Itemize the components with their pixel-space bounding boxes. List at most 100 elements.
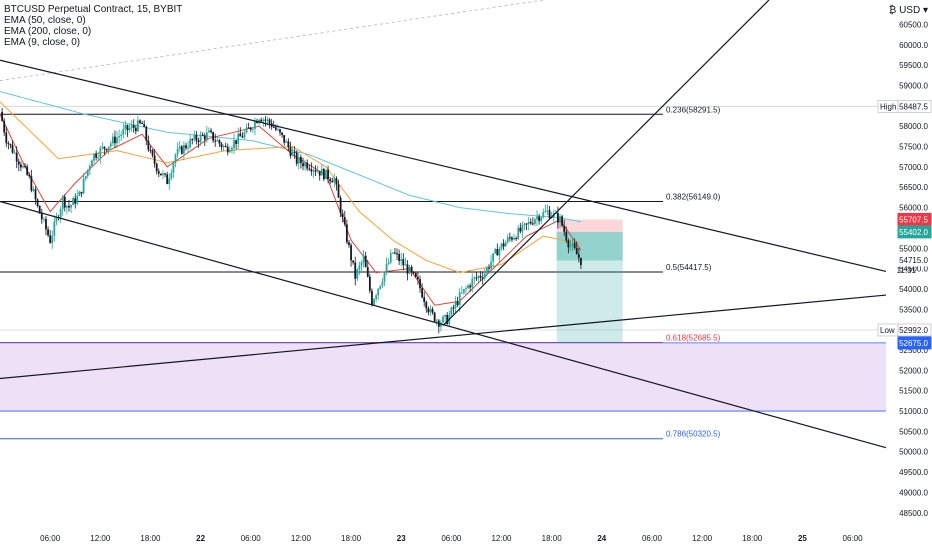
steep-trendline [442,0,770,327]
candle-body [360,262,363,266]
y-tick-label: 54000.0 [899,285,928,294]
x-tick-label: 22 [196,534,205,543]
currency-selector[interactable]: ₿ USD ▾ [888,5,928,16]
candle-body [222,146,225,148]
candle-body [124,125,127,129]
candle-body [515,237,518,240]
candle-body [536,216,538,220]
fib-label-0.786: 0.786(50320.5) [666,430,721,439]
candle-body [435,320,438,322]
fib-zone [0,342,886,412]
candle-body [371,290,373,305]
candle-body [103,146,106,150]
candle-body [28,174,31,177]
candle-body [473,277,476,279]
candle-body [573,243,576,249]
candle-body [427,308,430,313]
candle-body [130,125,133,129]
candle-body [180,146,183,154]
candle-body [352,260,355,263]
legend-ema-200[interactable]: EMA (200, close, 0) [4,26,92,37]
candle-body [197,140,200,143]
candle-body [5,132,8,144]
candle-body [262,119,265,122]
legend-title[interactable]: BTCUSD Perpetual Contract, 15, BYBIT [4,4,183,15]
candle-body [440,322,442,327]
candle-body [567,240,570,248]
y-tick-label: 53500.0 [899,305,928,314]
candle-body [471,278,474,288]
low-tag-label: Low [880,326,895,335]
candle-body [494,248,497,254]
candle-body [531,223,534,225]
candle-body [517,227,520,240]
candle-body [542,212,545,218]
y-tick-label: 51500.0 [899,387,928,396]
candle-body [24,166,26,168]
candle-body [195,134,198,141]
candle-body [297,157,300,164]
candle-body [19,164,22,168]
candle-body [513,237,515,240]
candle-body [3,120,6,133]
y-tick-label: 59000.0 [899,81,928,90]
candle-body [488,267,490,269]
candle-body [354,262,357,279]
candle-body [13,152,16,154]
y-tick-label: 56500.0 [899,183,928,192]
candle-body [419,279,421,289]
candle-body [538,216,541,221]
candle-body [314,170,317,172]
position-stop-zone [556,219,623,232]
candle-body [134,127,137,132]
candle-body [490,261,492,269]
candle-body [300,157,302,164]
upper-channel-line [0,59,887,273]
candle-body [465,288,467,290]
candle-body [417,276,419,280]
candle-body [544,211,547,213]
candle-body [460,292,463,294]
y-tick-label: 54500.0 [899,265,928,274]
candle-body [40,213,43,220]
candle-body [61,196,64,210]
candle-body [561,216,564,226]
fib-label-0.5: 0.5(54417.5) [666,263,712,272]
candle-body [157,171,160,174]
fib-label-0.618: 0.618(52685.5) [666,333,721,342]
y-tick-label: 49500.0 [899,468,928,477]
candle-body [431,309,434,313]
high-value-box [897,100,932,113]
candle-body [364,255,367,268]
candle-body [107,146,110,151]
legend-ema-9[interactable]: EMA (9, close, 0) [4,37,81,48]
candle-body [385,263,388,273]
candle-body [446,314,449,325]
candle-body [304,162,306,167]
candle-body [233,140,235,149]
x-tick-label: 06:00 [843,534,864,543]
candle-body [565,231,568,241]
legend-ema-50[interactable]: EMA (50, close, 0) [4,15,86,26]
candle-body [343,217,346,225]
candle-body [475,277,478,279]
candle-body [496,248,499,256]
candle-body [187,147,189,149]
candle-body [172,162,175,173]
candle-body [571,243,574,246]
candle-body [534,219,536,224]
candle-body [160,173,162,176]
candle-body [139,120,141,124]
candle-body [45,219,47,230]
price-tag-label-3: 52675.0 [899,339,928,348]
candle-body [122,128,125,135]
candle-body [247,127,250,129]
candle-body [483,273,486,279]
candle-body [241,136,244,138]
candle-body [467,285,469,289]
candle-body [442,316,444,323]
candle-body [444,314,446,317]
y-tick-label: 58000.0 [899,122,928,131]
candle-body [281,132,283,135]
